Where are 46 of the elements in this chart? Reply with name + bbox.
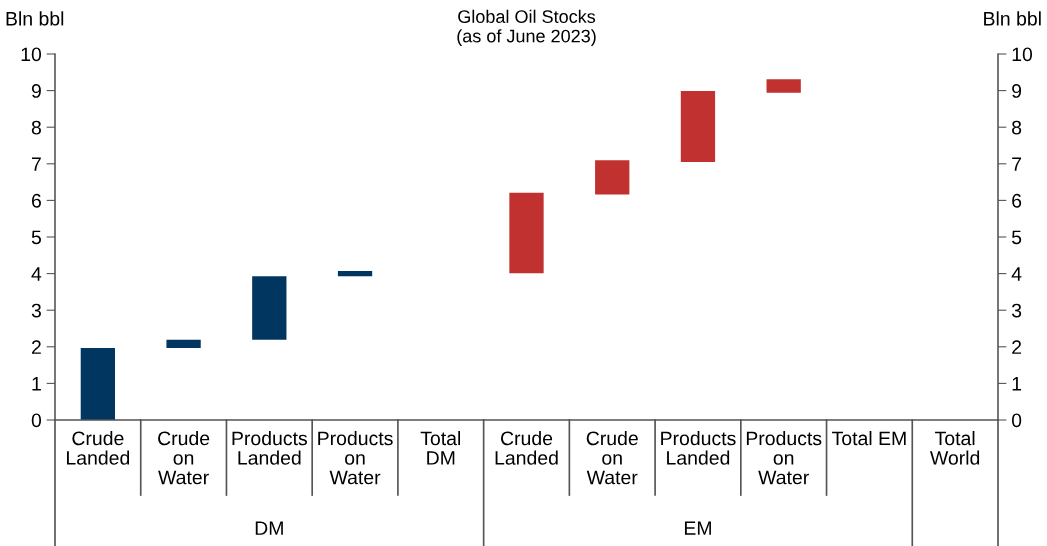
x-tick-label: Crude Landed: [495, 430, 558, 465]
bar: [166, 339, 201, 348]
y2-tick-label: 5: [1011, 230, 1022, 245]
y-tick-label: 9: [31, 84, 41, 98]
chart-title: Global Oil Stocks (as of June 2023): [457, 9, 596, 47]
x-tick-label: Crude on Water: [158, 430, 210, 485]
y2-tick-label: 8: [1012, 120, 1022, 135]
y2-tick-label: 1: [1012, 377, 1022, 391]
bar: [595, 160, 630, 195]
text: DM: [255, 521, 283, 535]
y2-tick-label: 0: [1011, 413, 1022, 428]
x-tick-label: Total EM: [832, 430, 906, 446]
x-tick-label: Products on Water: [318, 430, 393, 485]
bar: [766, 79, 801, 93]
bar: [80, 347, 116, 420]
y-tick-label: 3: [31, 303, 41, 318]
x-tick-label: Crude Landed: [67, 430, 130, 465]
y2-tick-label: 7: [1012, 157, 1022, 171]
bar: [680, 90, 716, 162]
x-tick-label: Crude on Water: [586, 430, 638, 485]
bar: [337, 271, 373, 277]
y2-tick-label: 4: [1011, 267, 1022, 281]
y-tick-label: 4: [31, 267, 42, 281]
text: EM: [684, 521, 711, 535]
x-tick-label: Total DM: [420, 430, 461, 465]
y-tick-label: 10: [21, 47, 42, 62]
bar: [252, 276, 287, 340]
y-tick-label: 0: [31, 413, 42, 428]
x-tick-label: Products Landed: [661, 430, 736, 465]
x-tick-label: Products on Water: [746, 430, 822, 485]
y-tick-label: 5: [31, 230, 41, 245]
y2-tick-label: 6: [1012, 193, 1022, 208]
y2-tick-label: 3: [1011, 303, 1022, 318]
x-tick-label: Total World: [930, 430, 980, 465]
y-tick-label: 8: [31, 120, 41, 135]
y-tick-label: 2: [31, 340, 41, 354]
y-axis-title: Bln bbl: [6, 11, 64, 26]
y2-tick-label: 9: [1012, 84, 1022, 98]
bar: [509, 192, 544, 274]
y-tick-label: 7: [31, 157, 41, 171]
y2-tick-label: 10: [1012, 47, 1033, 62]
y-tick-label: 6: [31, 193, 41, 208]
y2-axis-title: Bln bbl: [984, 11, 1041, 26]
x-tick-label: Products Landed: [232, 430, 307, 465]
y2-tick-label: 2: [1012, 340, 1022, 354]
y-tick-label: 1: [32, 377, 41, 391]
